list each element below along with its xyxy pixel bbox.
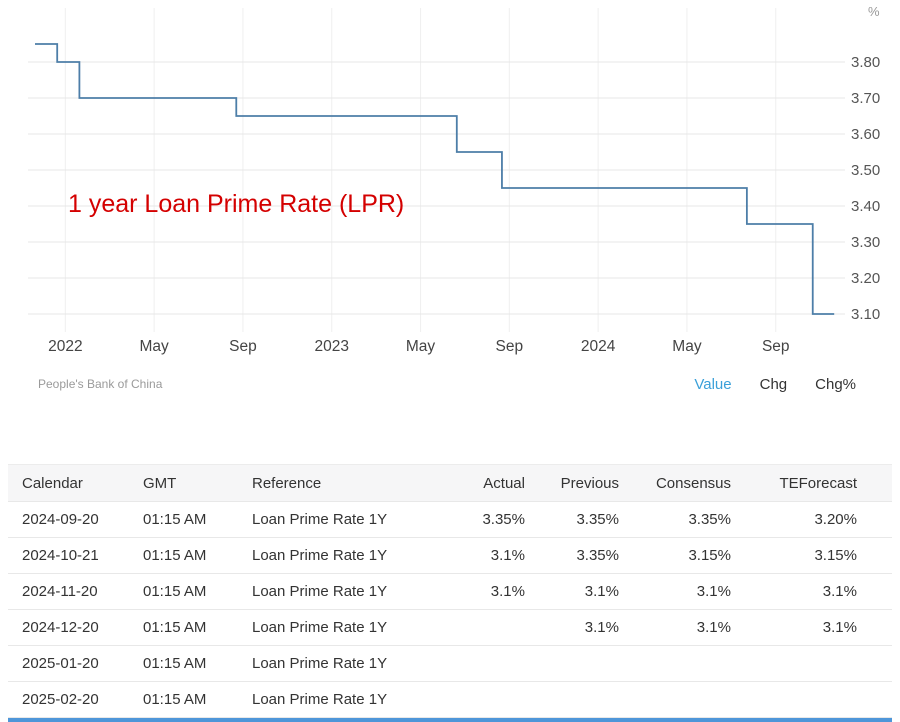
x-axis-label: 2023 (314, 338, 348, 355)
y-axis-label: 3.80 (851, 54, 880, 71)
reference-name: Loan Prime Rate 1Y (244, 645, 430, 682)
reference-name: Loan Prime Rate 1Y (244, 501, 430, 538)
reference-name: Loan Prime Rate 1Y (244, 537, 430, 574)
actual-value (430, 609, 525, 646)
gmt-time: 01:15 AM (130, 609, 244, 646)
actual-value (430, 645, 525, 682)
previous-value: 3.1% (525, 573, 619, 610)
y-axis-label: 3.60 (851, 126, 880, 143)
gmt-time: 01:15 AM (130, 573, 244, 610)
column-header-previous: Previous (525, 464, 619, 502)
chart-section[interactable]: 3.80 3.70 3.60 3.50 3.40 3.30 3.20 3.10 2022 May S… (0, 0, 900, 360)
consensus-value: 3.15% (619, 537, 731, 574)
previous-value (525, 645, 619, 682)
calendar-table-row[interactable]: 2024-12-20 01:15 AM Loan Prime Rate 1Y 3.1%… (8, 609, 892, 646)
calendar-table-row[interactable]: 2024-09-20 01:15 AM Loan Prime Rate 1Y 3.35… (8, 501, 892, 538)
calendar-date: 2024-12-20 (8, 609, 130, 646)
y-axis-label: 3.30 (851, 234, 880, 251)
actual-value (430, 681, 525, 718)
x-axis-label: 2024 (581, 338, 616, 355)
x-axis-label: Sep (762, 338, 790, 355)
gmt-time: 01:15 AM (130, 537, 244, 574)
calendar-date: 2024-10-21 (8, 537, 130, 574)
column-header-teforecast: TEForecast (731, 464, 892, 502)
teforecast-value: 3.20% (731, 501, 892, 538)
calendar-table: Calendar GMT Reference Actual Previous Consen… (8, 464, 892, 718)
calendar-table-row[interactable]: 2024-10-21 01:15 AM Loan Prime Rate 1Y 3.1%… (8, 537, 892, 574)
calendar-date: 2024-09-20 (8, 501, 130, 538)
calendar-date: 2025-02-20 (8, 681, 130, 718)
teforecast-value: 3.1% (731, 573, 892, 610)
x-axis-label: Sep (496, 338, 524, 355)
chart-source: People's Bank of China (38, 377, 163, 391)
previous-value: 3.35% (525, 537, 619, 574)
x-axis-label: May (139, 338, 169, 355)
reference-name: Loan Prime Rate 1Y (244, 609, 430, 646)
calendar-table-row[interactable]: 2025-02-20 01:15 AM Loan Prime Rate 1Y (8, 681, 892, 718)
calendar-date: 2025-01-20 (8, 645, 130, 682)
reference-name: Loan Prime Rate 1Y (244, 573, 430, 610)
previous-value (525, 681, 619, 718)
lpr-chart[interactable]: 3.80 3.70 3.60 3.50 3.40 3.30 3.20 3.10 2022 May S… (0, 0, 900, 360)
gmt-time: 01:15 AM (130, 681, 244, 718)
previous-value: 3.35% (525, 501, 619, 538)
column-header-consensus: Consensus (619, 464, 731, 502)
teforecast-value (731, 645, 892, 682)
chart-tabs: Value Chg Chg% (694, 376, 856, 393)
teforecast-value: 3.1% (731, 609, 892, 646)
lpr-line-series (35, 43, 835, 315)
column-header-reference: Reference (244, 464, 430, 502)
column-header-calendar: Calendar (8, 464, 130, 502)
consensus-value (619, 645, 731, 682)
column-header-gmt: GMT (130, 464, 244, 502)
chart-annotation: 1 year Loan Prime Rate (LPR) (68, 190, 404, 218)
consensus-value: 3.35% (619, 501, 731, 538)
x-axis-label: 2022 (48, 338, 82, 355)
consensus-value: 3.1% (619, 573, 731, 610)
y-axis-label: 3.70 (851, 90, 880, 107)
calendar-table-body: 2024-09-20 01:15 AM Loan Prime Rate 1Y 3.35… (8, 501, 892, 718)
x-axis-label: May (406, 338, 436, 355)
teforecast-value: 3.15% (731, 537, 892, 574)
teforecast-value (731, 681, 892, 718)
tab-chg-pct[interactable]: Chg% (815, 375, 856, 393)
actual-value: 3.1% (430, 537, 525, 574)
y-axis-label: 3.20 (851, 270, 880, 287)
chart-footer: People's Bank of China Value Chg Chg% (0, 374, 900, 394)
unit-label: % (868, 4, 880, 19)
actual-value: 3.1% (430, 573, 525, 610)
y-axis-label: 3.50 (851, 162, 880, 179)
reference-name: Loan Prime Rate 1Y (244, 681, 430, 718)
tab-chg[interactable]: Chg (759, 375, 788, 393)
consensus-value (619, 681, 731, 718)
calendar-date: 2024-11-20 (8, 573, 130, 610)
x-axis-label: Sep (229, 338, 257, 355)
previous-value: 3.1% (525, 609, 619, 646)
y-axis-label: 3.10 (851, 306, 880, 323)
tab-value[interactable]: Value (694, 375, 732, 393)
actual-value: 3.35% (430, 501, 525, 538)
y-axis-label: 3.40 (851, 198, 880, 215)
calendar-table-row[interactable]: 2025-01-20 01:15 AM Loan Prime Rate 1Y (8, 645, 892, 682)
gmt-time: 01:15 AM (130, 501, 244, 538)
footer-bar[interactable] (8, 718, 892, 722)
x-axis-label: May (672, 338, 702, 355)
column-header-actual: Actual (430, 464, 525, 502)
calendar-table-header-row: Calendar GMT Reference Actual Previous Consen… (8, 464, 892, 502)
gmt-time: 01:15 AM (130, 645, 244, 682)
calendar-table-row[interactable]: 2024-11-20 01:15 AM Loan Prime Rate 1Y 3.1%… (8, 573, 892, 610)
consensus-value: 3.1% (619, 609, 731, 646)
